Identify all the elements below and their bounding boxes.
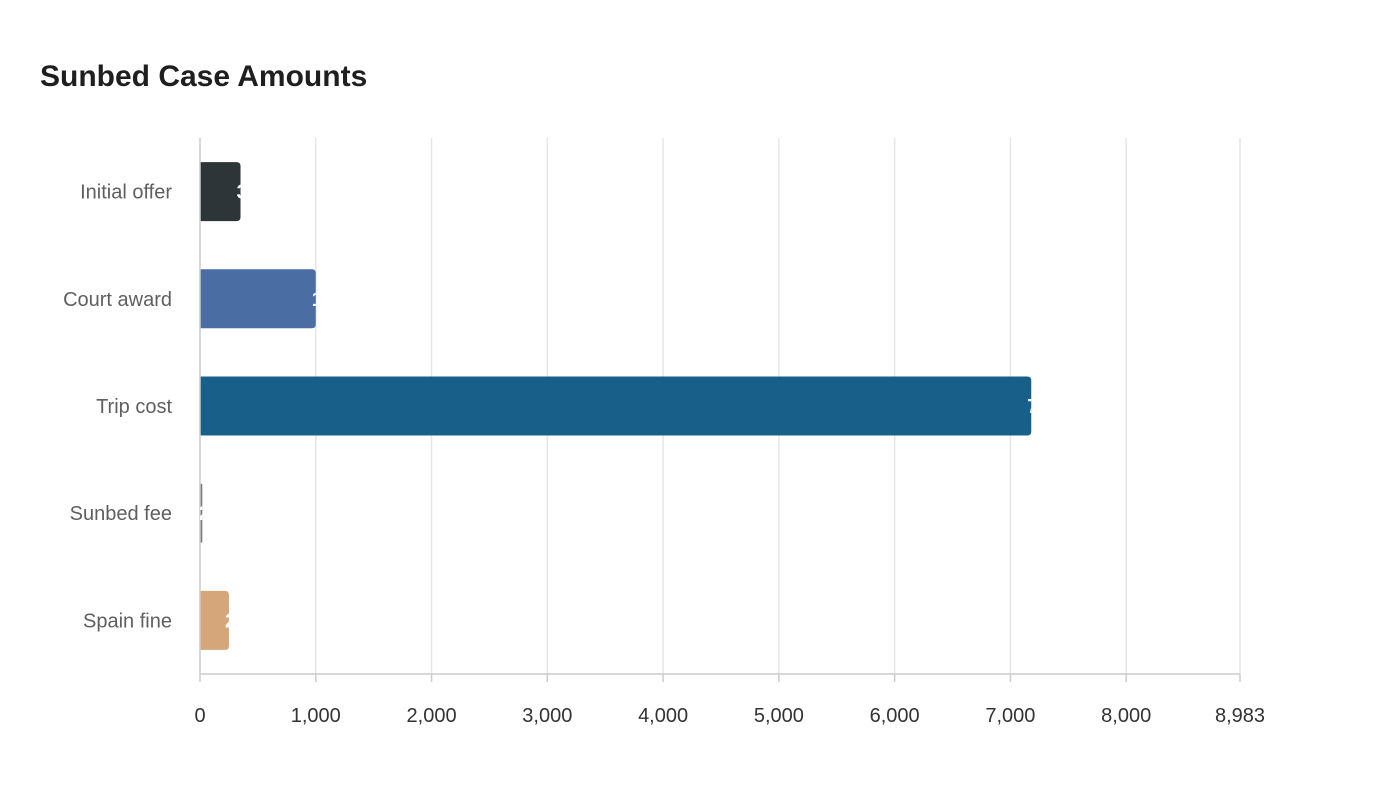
x-tick-label: 8,983 bbox=[1215, 705, 1265, 727]
x-tick-label: 4,000 bbox=[638, 705, 688, 727]
bar bbox=[200, 590, 229, 650]
y-tick-label: Initial offer bbox=[80, 182, 172, 204]
x-axis: 0 1,000 2,000 3,000 4,000 5,000 6,000 7,000 8,00… bbox=[194, 138, 1265, 727]
data-label: 350 bbox=[237, 182, 270, 204]
y-tick-label: Spain fine bbox=[83, 610, 172, 632]
bar bbox=[200, 162, 241, 222]
chart-title: Sunbed Case Amounts bbox=[40, 60, 368, 93]
x-tick-label: 3,000 bbox=[522, 705, 572, 727]
x-tick-label: 7,000 bbox=[985, 705, 1035, 727]
y-axis: Initial offer Court award Trip cost Sunbed … bbox=[63, 182, 172, 633]
data-label: 7180 bbox=[1027, 396, 1072, 418]
y-tick-label: Court award bbox=[63, 289, 172, 311]
data-labels: 350 1000 7180 20 250 bbox=[198, 182, 1072, 633]
x-tick-label: 6,000 bbox=[870, 705, 920, 727]
data-label: 20 bbox=[198, 503, 220, 525]
x-tick-label: 2,000 bbox=[407, 705, 457, 727]
bar bbox=[200, 376, 1032, 436]
y-tick-label: Trip cost bbox=[96, 396, 172, 418]
x-tick-label: 1,000 bbox=[291, 705, 341, 727]
data-label: 250 bbox=[225, 610, 258, 632]
data-label: 1000 bbox=[312, 289, 357, 311]
x-tick-label: 8,000 bbox=[1101, 705, 1151, 727]
bars bbox=[200, 162, 1032, 650]
y-tick-label: Sunbed fee bbox=[70, 503, 172, 525]
x-tick-label: 5,000 bbox=[754, 705, 804, 727]
bar bbox=[200, 269, 316, 329]
x-tick-label: 0 bbox=[194, 705, 205, 727]
